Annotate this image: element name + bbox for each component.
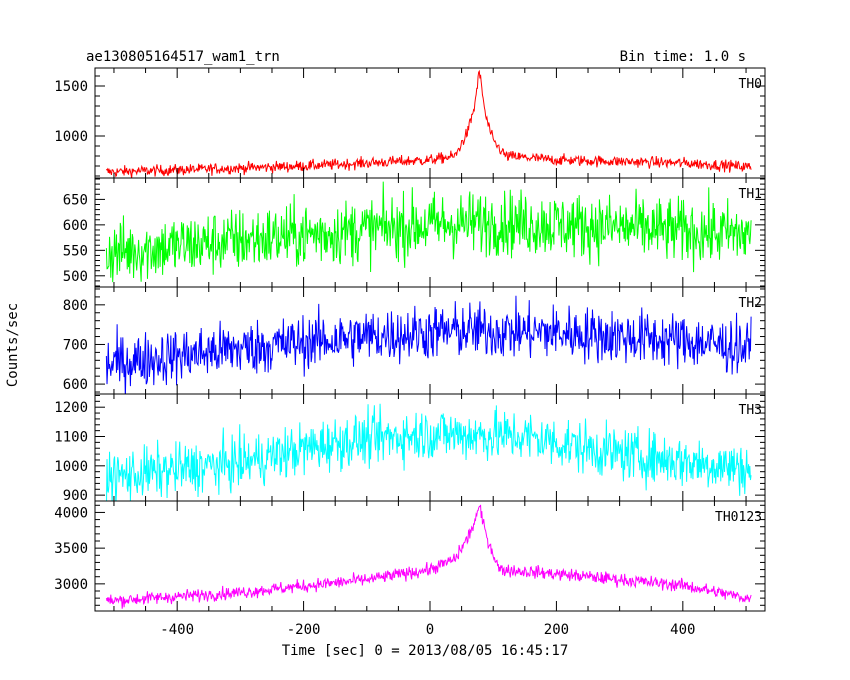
- panel-label-th3: TH3: [739, 403, 762, 418]
- series-line-th0123: [105, 504, 752, 609]
- y-tick-label: 3500: [54, 541, 88, 557]
- series-line-th1: [105, 181, 752, 283]
- panel-label-th0123: TH0123: [715, 510, 762, 525]
- y-tick-label: 900: [63, 488, 88, 504]
- y-tick-label: 700: [63, 337, 88, 353]
- panel-label-th0: TH0: [739, 77, 762, 92]
- y-tick-label: 3000: [54, 577, 88, 593]
- series-line-th2: [105, 295, 752, 394]
- y-tick-label: 600: [63, 218, 88, 234]
- y-tick-label: 500: [63, 269, 88, 285]
- y-tick-label: 4000: [54, 505, 88, 521]
- x-axis: -400 -200 0 200 400: [160, 622, 695, 638]
- panel-label-th1: TH1: [739, 187, 762, 202]
- bin-time-label: Bin time: 1.0 s: [620, 49, 746, 65]
- series-line-th0: [105, 69, 752, 178]
- y-tick-label: 1500: [54, 79, 88, 95]
- panel-frame-th0123: [94, 500, 766, 612]
- panel-label-th2: TH2: [739, 296, 762, 311]
- y-axis-title: Counts/sec: [5, 303, 21, 387]
- x-tick-label: -200: [287, 622, 321, 638]
- y-tick-label: 1000: [54, 459, 88, 475]
- x-tick-label: 400: [670, 622, 695, 638]
- y-tick-label: 1000: [54, 129, 88, 145]
- x-axis-title: Time [sec] 0 = 2013/08/05 16:45:17: [282, 643, 569, 659]
- chart-title: ae130805164517_wam1_trn: [86, 49, 280, 65]
- y-tick-label: 1100: [54, 430, 88, 446]
- x-tick-label: 200: [544, 622, 569, 638]
- x-tick-label: 0: [426, 622, 434, 638]
- series-line-th3: [106, 403, 752, 501]
- y-tick-label: 550: [63, 243, 88, 259]
- x-tick-label: -400: [160, 622, 194, 638]
- y-tick-label: 800: [63, 298, 88, 314]
- y-tick-label: 600: [63, 377, 88, 393]
- y-tick-label: 650: [63, 192, 88, 208]
- y-tick-label: 1200: [54, 400, 88, 416]
- panels-group: 1000 1500 TH0 500 550 600 650 TH1 600 700 800 TH2 90…: [54, 67, 766, 612]
